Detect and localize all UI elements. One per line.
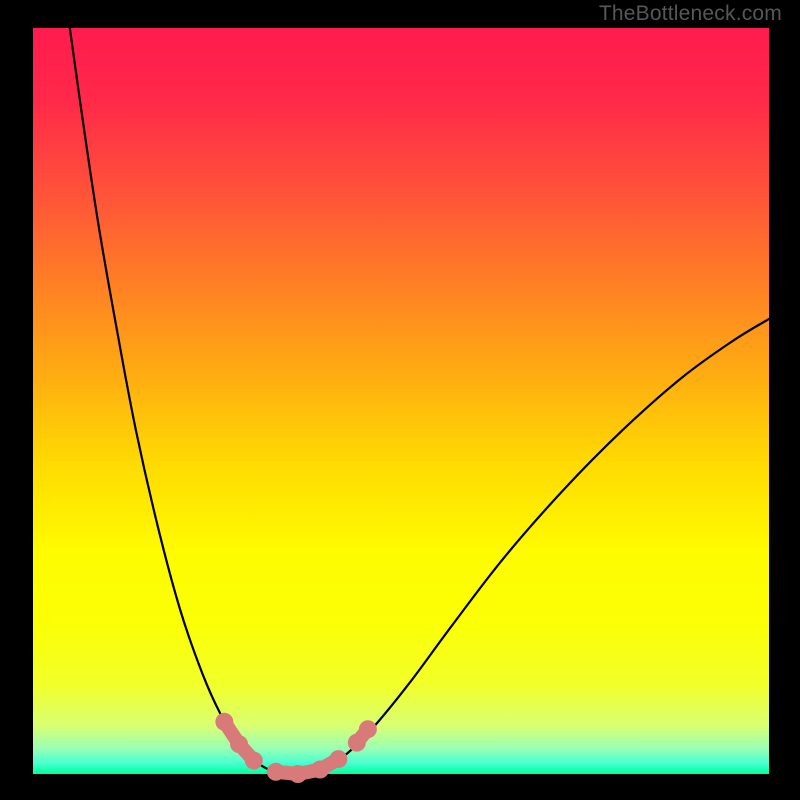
marker-point [230, 735, 248, 753]
plot-area [33, 28, 769, 774]
marker-point [245, 752, 263, 770]
marker-point [311, 761, 329, 779]
chart-frame: TheBottleneck.com [0, 0, 800, 800]
marker-point [267, 763, 285, 781]
marker-point [289, 765, 307, 783]
marker-point [359, 720, 377, 738]
marker-point [329, 750, 347, 768]
watermark-text: TheBottleneck.com [599, 2, 782, 26]
marker-point [215, 713, 233, 731]
curve-layer [33, 28, 769, 774]
bottleneck-curve [70, 28, 769, 774]
